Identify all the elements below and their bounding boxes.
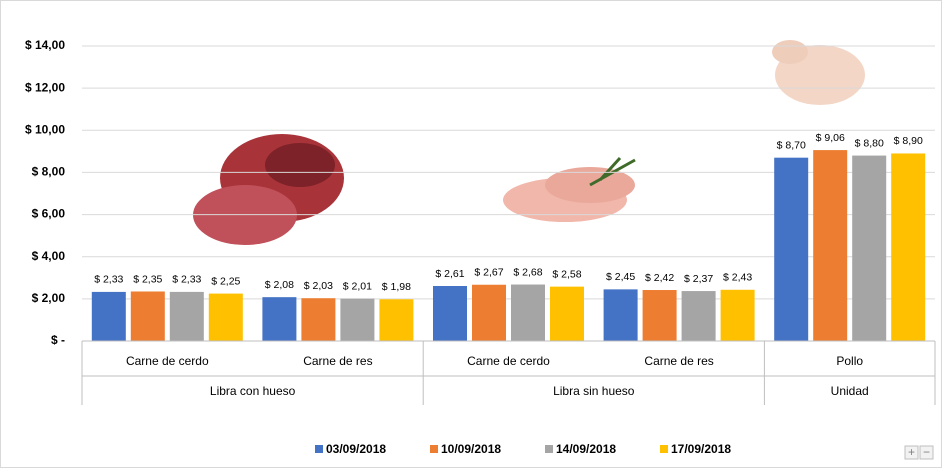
value-label: $ 8,90 bbox=[894, 135, 923, 147]
y-tick-label: $ 14,00 bbox=[25, 38, 65, 52]
value-label: $ 8,80 bbox=[855, 137, 884, 149]
value-label: $ 2,67 bbox=[474, 267, 503, 279]
y-tick-label: $ 10,00 bbox=[25, 122, 65, 136]
legend-label: 10/09/2018 bbox=[441, 442, 501, 456]
bar bbox=[550, 286, 584, 341]
y-tick-label: $ 8,00 bbox=[32, 165, 66, 179]
bar bbox=[603, 289, 638, 341]
x-tick-label: Carne de res bbox=[303, 354, 372, 368]
x-tick-label: Pollo bbox=[836, 354, 863, 368]
group-label: Unidad bbox=[831, 384, 869, 398]
value-label: $ 1,98 bbox=[382, 281, 411, 293]
legend-label: 17/09/2018 bbox=[671, 442, 731, 456]
y-tick-label: $ - bbox=[51, 333, 65, 347]
legend-swatch bbox=[315, 445, 323, 453]
bar bbox=[169, 291, 204, 341]
bar bbox=[774, 157, 809, 341]
legend-swatch bbox=[545, 445, 553, 453]
y-tick-label: $ 6,00 bbox=[32, 207, 66, 221]
x-tick-label: Carne de res bbox=[644, 354, 713, 368]
bar bbox=[301, 298, 336, 341]
bar bbox=[642, 290, 677, 341]
group-label: Libra sin hueso bbox=[553, 384, 635, 398]
y-tick-label: $ 2,00 bbox=[32, 291, 66, 305]
value-label: $ 2,45 bbox=[606, 271, 635, 283]
value-label: $ 2,03 bbox=[304, 280, 333, 292]
value-label: $ 2,58 bbox=[552, 268, 581, 280]
value-label: $ 2,33 bbox=[172, 274, 201, 286]
bar bbox=[91, 291, 126, 341]
group-label: Libra con hueso bbox=[210, 384, 296, 398]
value-label: $ 2,42 bbox=[645, 272, 674, 284]
zoom-out-button[interactable] bbox=[919, 445, 934, 460]
bar bbox=[262, 297, 297, 341]
bar bbox=[208, 293, 243, 341]
bar bbox=[852, 155, 887, 341]
x-tick-label: Carne de cerdo bbox=[126, 354, 209, 368]
value-label: $ 2,35 bbox=[133, 273, 162, 285]
y-tick-label: $ 4,00 bbox=[32, 249, 66, 263]
value-label: $ 2,61 bbox=[435, 268, 464, 280]
legend-label: 14/09/2018 bbox=[556, 442, 616, 456]
value-label: $ 9,06 bbox=[816, 132, 845, 144]
zoom-out-label: − bbox=[923, 445, 930, 459]
bar bbox=[340, 298, 375, 341]
value-label: $ 8,70 bbox=[777, 139, 806, 151]
value-label: $ 2,37 bbox=[684, 273, 713, 285]
bar bbox=[433, 286, 467, 341]
value-label: $ 2,33 bbox=[94, 274, 123, 286]
bar bbox=[720, 289, 755, 341]
value-label: $ 2,25 bbox=[211, 275, 240, 287]
zoom-in-button[interactable] bbox=[904, 445, 919, 460]
value-label: $ 2,68 bbox=[513, 266, 542, 278]
legend-swatch bbox=[660, 445, 668, 453]
bar bbox=[130, 291, 165, 341]
legend-swatch bbox=[430, 445, 438, 453]
zoom-in-label: + bbox=[908, 445, 915, 459]
bar bbox=[681, 291, 716, 341]
bar bbox=[379, 299, 414, 341]
value-label: $ 2,08 bbox=[265, 279, 294, 291]
pork-picture bbox=[503, 156, 636, 222]
value-label: $ 2,43 bbox=[723, 272, 752, 284]
y-tick-label: $ 12,00 bbox=[25, 80, 65, 94]
bar bbox=[511, 284, 545, 341]
bar bbox=[891, 153, 926, 341]
value-label: $ 2,01 bbox=[343, 280, 372, 292]
bar bbox=[813, 150, 848, 341]
x-tick-label: Carne de cerdo bbox=[467, 354, 550, 368]
legend-label: 03/09/2018 bbox=[326, 442, 386, 456]
bar bbox=[472, 284, 506, 341]
